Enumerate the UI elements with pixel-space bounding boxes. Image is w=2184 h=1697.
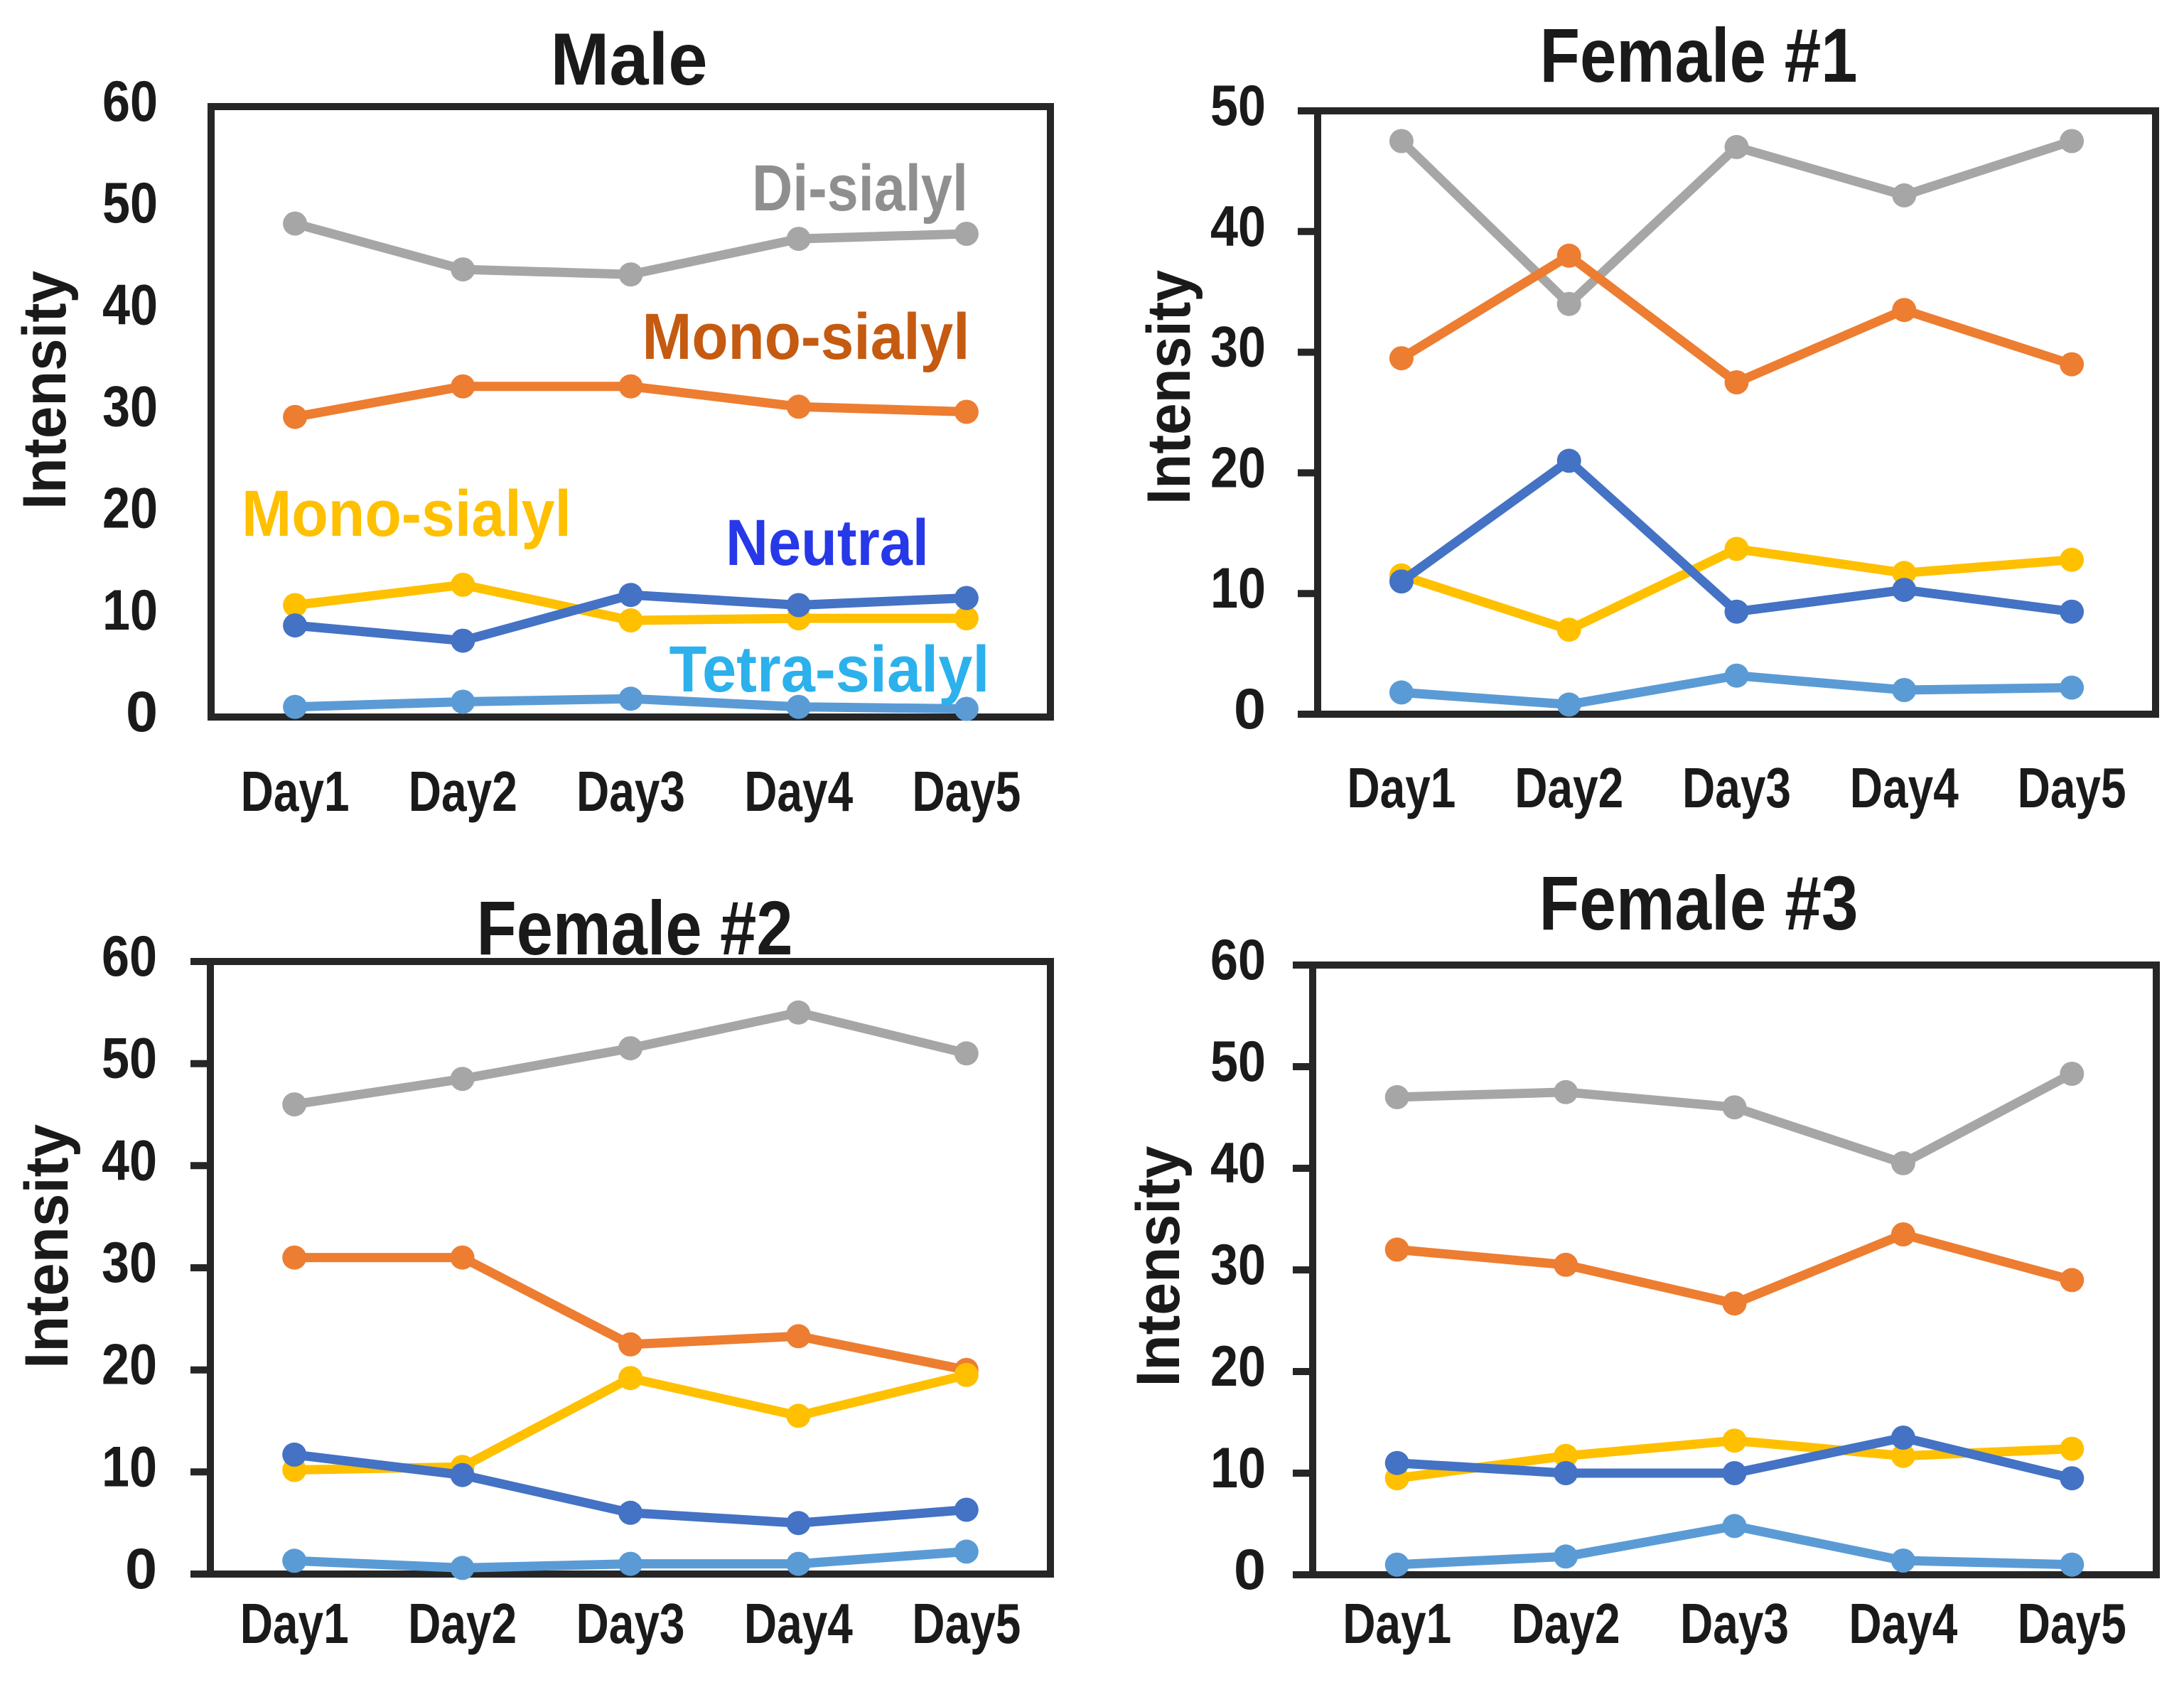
svg-text:30: 30 <box>1210 1233 1266 1297</box>
svg-text:Day4: Day4 <box>744 760 853 823</box>
svg-text:Male: Male <box>551 18 708 101</box>
svg-text:Day1: Day1 <box>1347 756 1456 819</box>
svg-text:Female #3: Female #3 <box>1539 860 1858 946</box>
svg-text:Di-sialyl: Di-sialyl <box>752 152 968 225</box>
svg-text:50: 50 <box>1210 74 1266 138</box>
svg-text:Day2: Day2 <box>1515 756 1623 819</box>
svg-text:Day5: Day5 <box>912 760 1021 823</box>
svg-text:60: 60 <box>1210 928 1266 992</box>
svg-text:10: 10 <box>102 578 158 642</box>
svg-text:Day2: Day2 <box>408 1592 517 1655</box>
svg-text:30: 30 <box>102 375 158 439</box>
svg-text:Tetra-sialyl: Tetra-sialyl <box>669 633 990 706</box>
svg-text:0: 0 <box>1234 1538 1266 1602</box>
svg-text:Intensity: Intensity <box>13 1124 81 1369</box>
svg-text:Neutral: Neutral <box>726 507 929 579</box>
svg-text:40: 40 <box>102 273 158 337</box>
svg-text:Day5: Day5 <box>2018 756 2126 819</box>
svg-text:60: 60 <box>102 925 157 988</box>
svg-text:20: 20 <box>1210 1335 1266 1399</box>
svg-text:Mono-sialyl: Mono-sialyl <box>642 301 970 373</box>
svg-text:Day2: Day2 <box>1512 1592 1620 1655</box>
svg-text:20: 20 <box>1210 436 1266 500</box>
svg-text:40: 40 <box>1210 1131 1266 1195</box>
svg-text:40: 40 <box>102 1128 157 1192</box>
svg-text:Female #2: Female #2 <box>477 885 793 971</box>
svg-text:Day3: Day3 <box>576 760 685 823</box>
svg-text:0: 0 <box>1234 677 1266 741</box>
svg-text:0: 0 <box>125 1537 157 1601</box>
svg-text:Day3: Day3 <box>1680 1592 1789 1655</box>
svg-text:Intensity: Intensity <box>1124 1146 1193 1386</box>
svg-text:30: 30 <box>102 1231 157 1295</box>
svg-text:Day4: Day4 <box>1849 1592 1957 1655</box>
svg-text:20: 20 <box>102 1333 157 1397</box>
svg-text:50: 50 <box>1210 1030 1266 1094</box>
svg-text:10: 10 <box>1210 1436 1266 1500</box>
svg-text:Intensity: Intensity <box>1135 270 1203 505</box>
svg-text:50: 50 <box>102 1027 157 1091</box>
svg-text:Day5: Day5 <box>2018 1592 2126 1655</box>
svg-text:Day4: Day4 <box>744 1592 853 1655</box>
svg-text:Day4: Day4 <box>1850 756 1959 819</box>
svg-text:50: 50 <box>102 171 158 235</box>
svg-text:Day1: Day1 <box>1343 1592 1451 1655</box>
svg-text:10: 10 <box>102 1435 157 1499</box>
svg-text:Day5: Day5 <box>912 1592 1021 1655</box>
svg-text:20: 20 <box>102 477 158 541</box>
svg-text:Day2: Day2 <box>409 760 517 823</box>
svg-text:30: 30 <box>1210 316 1266 379</box>
svg-text:10: 10 <box>1210 556 1266 620</box>
svg-text:Day1: Day1 <box>240 1592 349 1655</box>
svg-text:Intensity: Intensity <box>11 271 79 510</box>
svg-text:60: 60 <box>102 70 158 134</box>
svg-text:Day1: Day1 <box>241 760 350 823</box>
svg-text:Female #1: Female #1 <box>1540 12 1858 98</box>
svg-text:Mono-sialyl: Mono-sialyl <box>242 478 571 550</box>
svg-text:Day3: Day3 <box>576 1592 685 1655</box>
svg-text:40: 40 <box>1210 195 1266 259</box>
svg-text:0: 0 <box>126 680 158 744</box>
svg-text:Day3: Day3 <box>1682 756 1791 819</box>
